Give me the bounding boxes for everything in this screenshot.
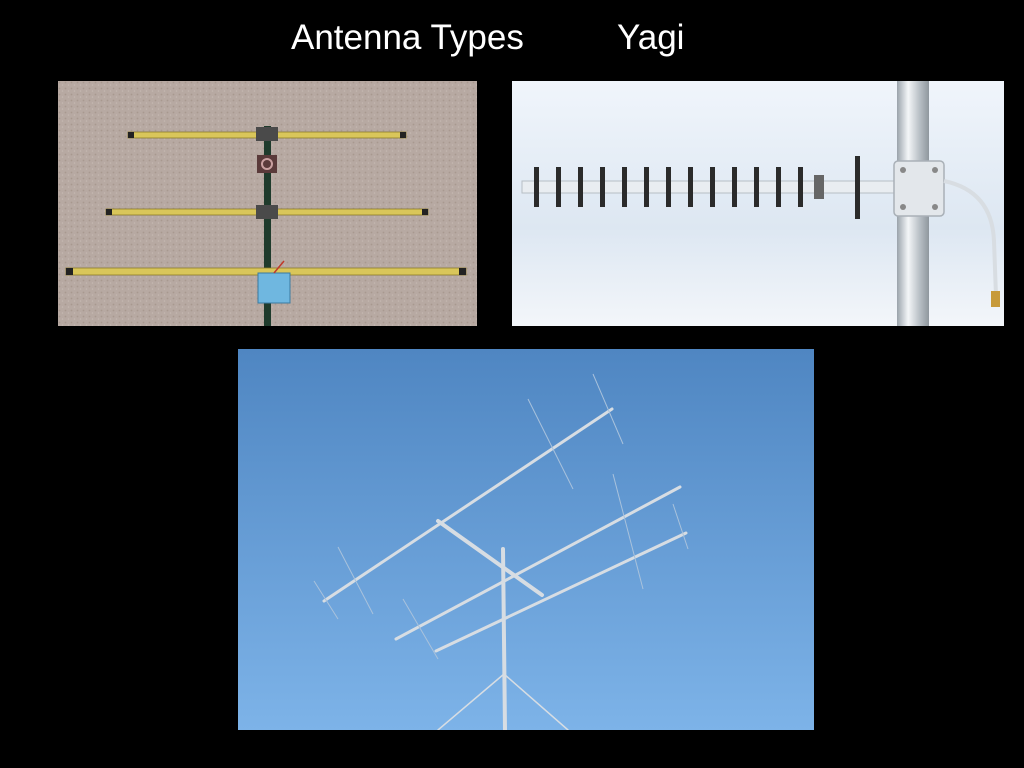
slide-title: Antenna Types — [291, 18, 524, 57]
rooftop-yagi-photo — [238, 349, 814, 730]
long-yagi-photo — [512, 81, 1004, 326]
homemade-yagi-photo — [58, 81, 477, 326]
slide-subtitle: Yagi — [617, 18, 685, 57]
